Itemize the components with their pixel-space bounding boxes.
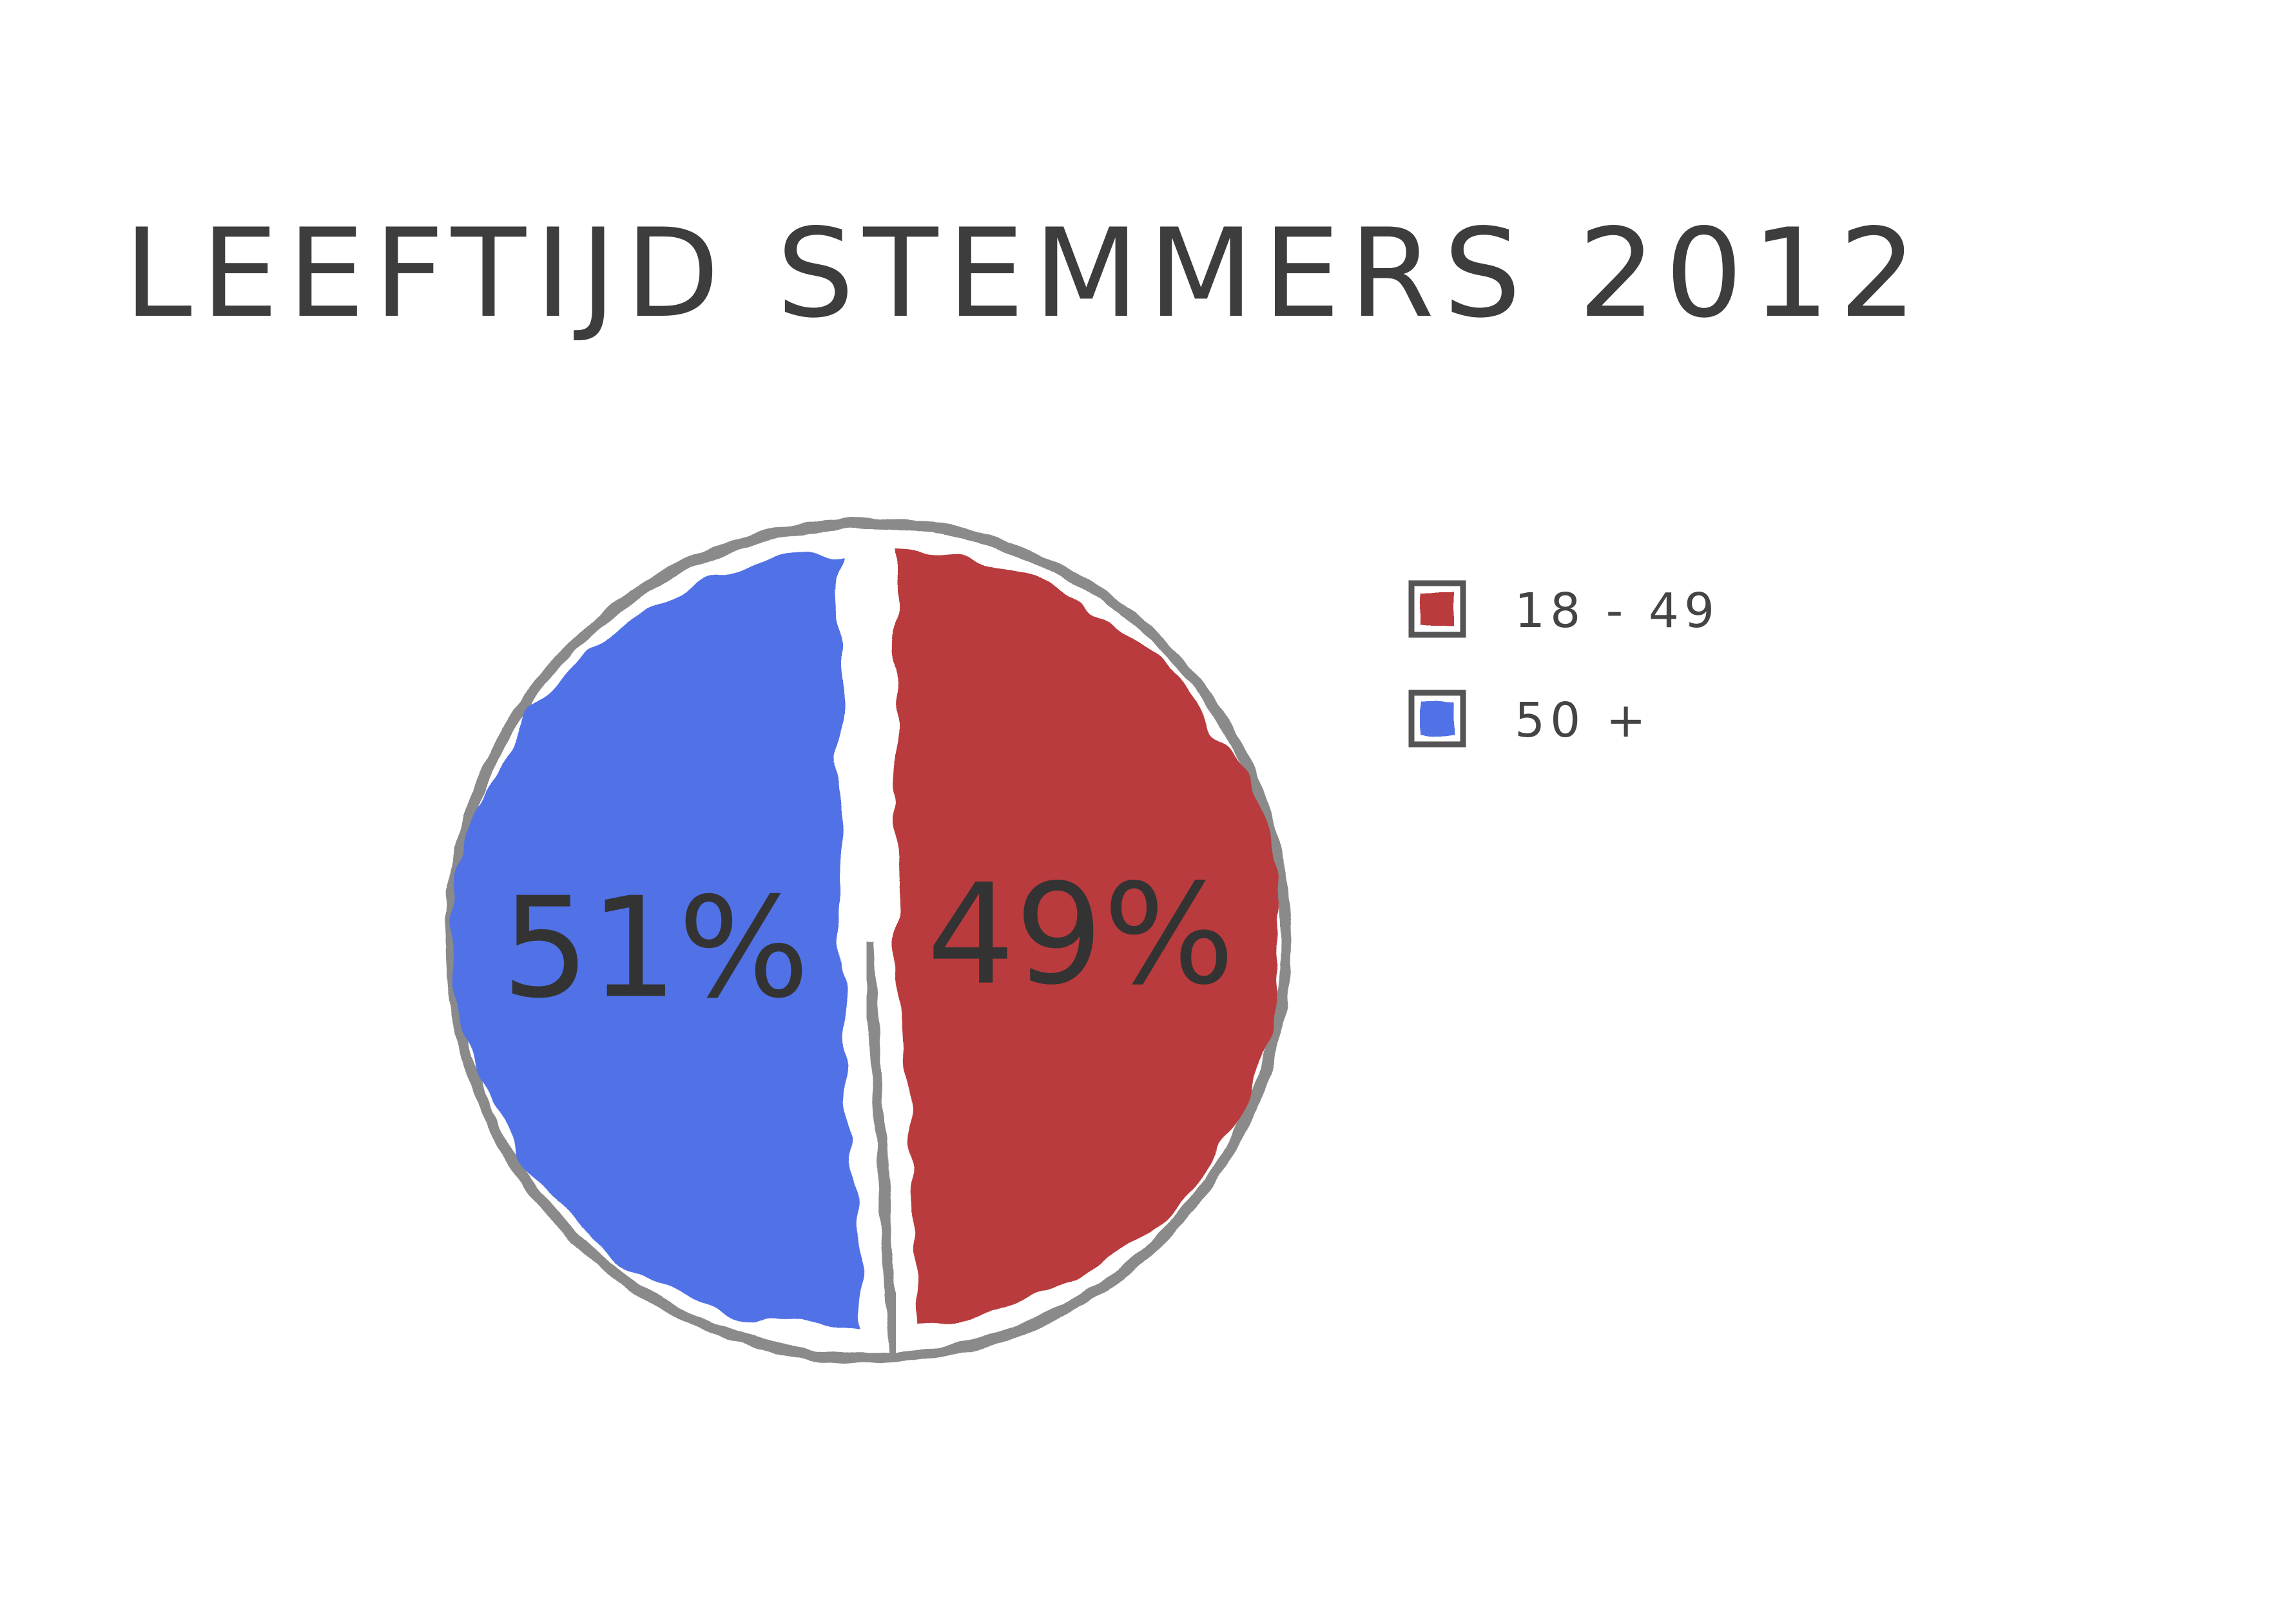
slice-divider [863, 940, 900, 1358]
data-label-18-49: 49% [927, 854, 1235, 1016]
legend-swatch [1421, 702, 1454, 735]
legend-label: 18 - 49 [1515, 583, 1720, 639]
pie-slice-18-49 [896, 554, 1282, 1325]
legend-item: 18 - 49 [1408, 580, 1720, 639]
pie-group: 49% 51% [445, 517, 1292, 1364]
legend-box [1408, 690, 1466, 748]
data-label-50: 51% [501, 867, 810, 1029]
pie-slice-50 [454, 556, 864, 1328]
legend-swatch [1421, 592, 1454, 626]
legend-box [1408, 580, 1466, 638]
chart-title: LEEFTIJD STEMMERS 2012 [124, 202, 1926, 345]
legend-label: 50 + [1515, 693, 1651, 748]
legend-item: 50 + [1408, 690, 1651, 748]
legend: 18 - 49 50 + [1408, 580, 1720, 748]
